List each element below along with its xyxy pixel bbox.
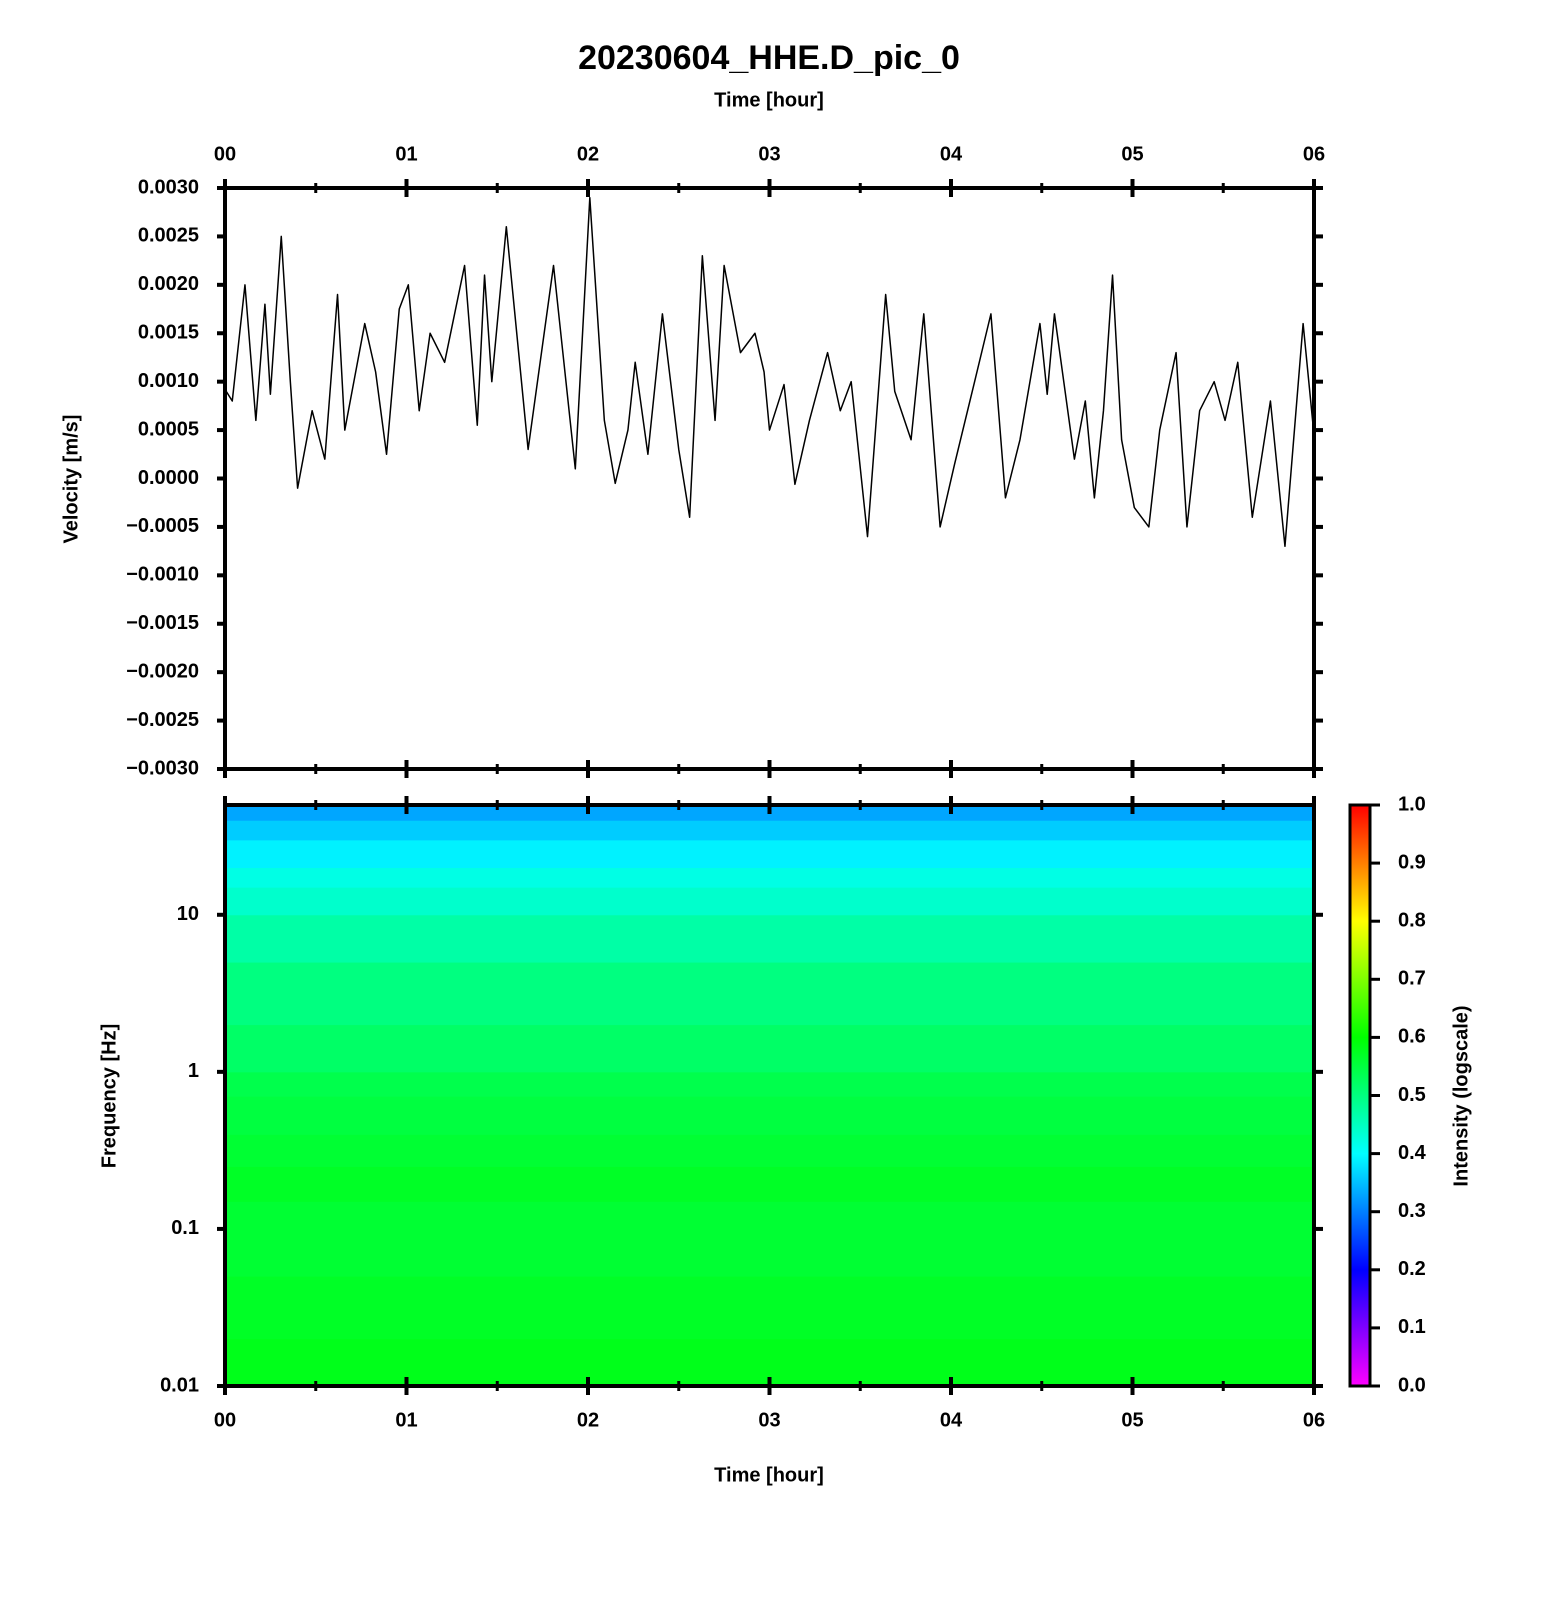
y-tick-label: 0.0020 bbox=[138, 273, 199, 295]
colorbar-tick-label: 0.5 bbox=[1398, 1084, 1426, 1106]
x-axis-title: Time [hour] bbox=[714, 1464, 824, 1486]
heatmap-cell bbox=[225, 1024, 1314, 1073]
heatmap-cell bbox=[225, 867, 1314, 888]
colorbar-tick-label: 0.0 bbox=[1398, 1374, 1426, 1396]
y-tick-label: −0.0025 bbox=[126, 709, 199, 731]
data-line bbox=[224, 196, 1315, 548]
colorbar-title: Intensity (logscale) bbox=[1450, 1005, 1472, 1186]
x-tick-label: 04 bbox=[940, 1409, 963, 1431]
x-tick-label: 02 bbox=[577, 1409, 599, 1431]
y-axis-title: Frequency [Hz] bbox=[98, 1024, 120, 1168]
x-tick-label: 06 bbox=[1303, 143, 1325, 165]
colorbar-tick-label: 0.6 bbox=[1398, 1026, 1426, 1048]
y-tick-label: 0.1 bbox=[171, 1217, 199, 1239]
heatmap-cell bbox=[225, 914, 1314, 963]
heatmap-cell bbox=[225, 1228, 1314, 1277]
plot-frame bbox=[223, 186, 1316, 771]
y-tick-label: 0.0010 bbox=[138, 370, 199, 392]
x-tick-label: 01 bbox=[395, 1409, 417, 1431]
y-tick-label: −0.0005 bbox=[126, 515, 199, 537]
x-tick-label: 00 bbox=[214, 1409, 236, 1431]
x-tick-label: 04 bbox=[940, 143, 963, 165]
heatmap-cell bbox=[225, 962, 1314, 1026]
x-axis-title: Time [hour] bbox=[714, 89, 824, 111]
heatmap-cell bbox=[225, 1096, 1314, 1135]
x-tick-label: 06 bbox=[1303, 1409, 1325, 1431]
colorbar-tick-label: 0.1 bbox=[1398, 1316, 1426, 1338]
y-tick-label: 0.0005 bbox=[138, 418, 199, 440]
y-tick-label: 1 bbox=[188, 1060, 199, 1082]
y-tick-label: 0.01 bbox=[160, 1374, 199, 1396]
y-axis-title: Velocity [m/s] bbox=[60, 415, 82, 544]
heatmap-cell bbox=[225, 839, 1314, 869]
heatmap-cell bbox=[225, 1166, 1314, 1202]
y-tick-label: 0.0000 bbox=[138, 467, 199, 489]
colorbar-tick-label: 0.8 bbox=[1398, 909, 1426, 931]
heatmap-cell bbox=[225, 1276, 1314, 1340]
colorbar-tick-label: 0.4 bbox=[1398, 1142, 1427, 1164]
y-tick-label: −0.0015 bbox=[126, 612, 199, 634]
heatmap-cell bbox=[225, 1134, 1314, 1167]
x-tick-label: 00 bbox=[214, 143, 236, 165]
colorbar-tick-label: 0.2 bbox=[1398, 1258, 1426, 1280]
y-tick-label: 0.0025 bbox=[138, 225, 199, 247]
x-tick-label: 02 bbox=[577, 143, 599, 165]
y-tick-label: −0.0030 bbox=[126, 757, 199, 779]
y-tick-label: −0.0020 bbox=[126, 660, 199, 682]
heatmap-cell bbox=[225, 820, 1314, 841]
heatmap-cell bbox=[225, 1201, 1314, 1230]
x-tick-label: 05 bbox=[1121, 143, 1143, 165]
x-tick-label: 05 bbox=[1121, 1409, 1143, 1431]
heatmap-cell bbox=[225, 1071, 1314, 1097]
colorbar-tick-label: 1.0 bbox=[1398, 793, 1426, 815]
y-tick-label: 10 bbox=[177, 903, 199, 925]
colorbar-tick-label: 0.3 bbox=[1398, 1200, 1426, 1222]
x-tick-label: 01 bbox=[395, 143, 417, 165]
heatmap-cell bbox=[225, 887, 1314, 916]
x-tick-label: 03 bbox=[758, 1409, 780, 1431]
colorbar bbox=[1348, 803, 1372, 1388]
colorbar-tick-label: 0.9 bbox=[1398, 851, 1426, 873]
x-tick-label: 03 bbox=[758, 143, 780, 165]
colorbar-tick-label: 0.7 bbox=[1398, 968, 1426, 990]
y-tick-label: 0.0030 bbox=[138, 176, 199, 198]
chart-title: 20230604_HHE.D_pic_0 bbox=[578, 39, 960, 77]
y-tick-label: −0.0010 bbox=[126, 564, 199, 586]
y-tick-label: 0.0015 bbox=[138, 322, 199, 344]
